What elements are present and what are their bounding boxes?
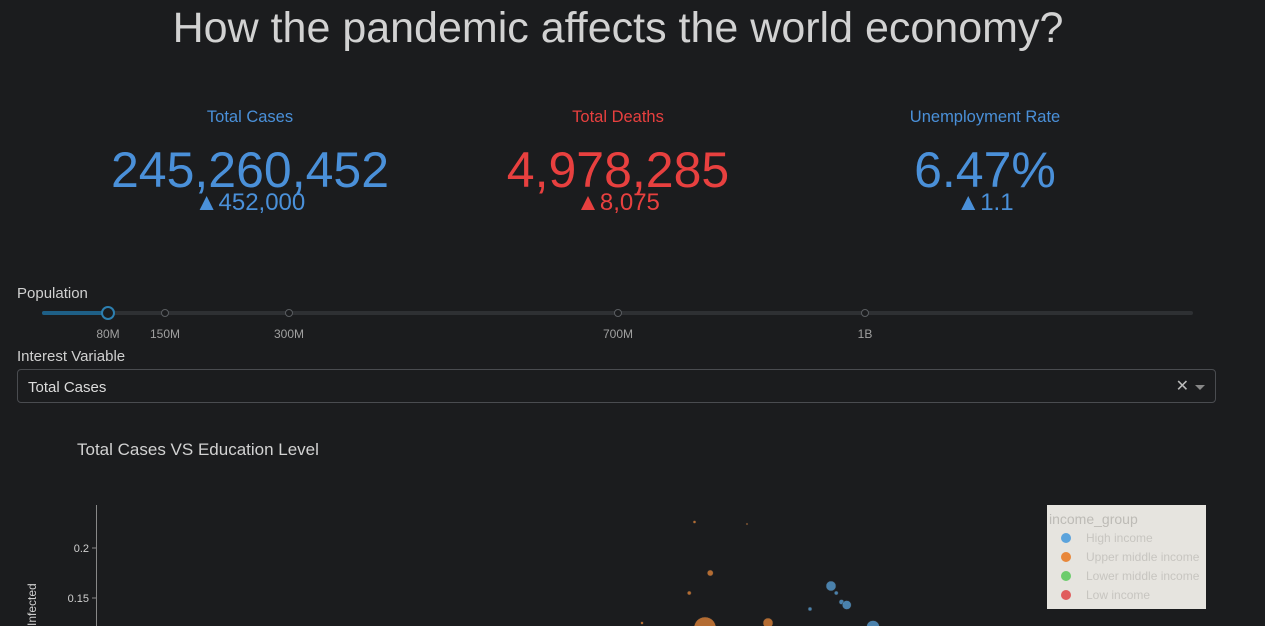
dropdown-selected-value: Total Cases <box>28 379 107 396</box>
population-label: Population <box>17 285 88 302</box>
legend-title: income_group <box>1049 511 1138 527</box>
scatter-point[interactable] <box>687 590 692 596</box>
scatter-point[interactable] <box>866 620 880 626</box>
legend-swatch <box>1061 571 1071 581</box>
scatter-point[interactable] <box>807 606 813 612</box>
scatter-point[interactable] <box>640 621 644 625</box>
up-arrow-icon: ▲ <box>956 189 981 216</box>
y-tick-label: 0.15 <box>68 593 89 605</box>
scatter-point[interactable] <box>838 599 845 605</box>
legend-item-upper-middle-income[interactable]: Upper middle income <box>1061 550 1199 564</box>
legend-item-high-income[interactable]: High income <box>1061 531 1153 545</box>
kpi-delta-value: 452,000 <box>218 189 306 216</box>
slider-mark-label[interactable]: 300M <box>273 327 305 341</box>
slider-mark-label[interactable]: 1B <box>857 327 873 341</box>
slider-mark-dot[interactable] <box>161 309 169 317</box>
legend-swatch <box>1061 590 1071 600</box>
scatter-point[interactable] <box>834 590 839 596</box>
legend-label: Low income <box>1086 588 1151 602</box>
scatter-point[interactable] <box>693 616 717 626</box>
kpi-label: Total Cases <box>206 108 294 126</box>
legend-item-low-income[interactable]: Low income <box>1061 588 1150 602</box>
chart-legend: income_group High income Upper middle in… <box>1047 505 1206 609</box>
slider-mark-label[interactable]: 700M <box>602 327 634 341</box>
scatter-point[interactable] <box>842 600 852 610</box>
page-title: How the pandemic affects the world econo… <box>172 4 1064 52</box>
legend-label: Upper middle income <box>1086 550 1200 564</box>
kpi-delta-value: 8,075 <box>599 189 660 216</box>
slider-mark-dot[interactable] <box>285 309 293 317</box>
legend-label: Lower middle income <box>1086 569 1200 583</box>
kpi-value: 4,978,285 <box>506 142 730 198</box>
kpi-label: Unemployment Rate <box>909 108 1061 126</box>
scatter-point[interactable] <box>707 569 714 577</box>
up-arrow-icon: ▲ <box>576 189 600 216</box>
kpi-delta-value: 1.1 <box>980 189 1014 216</box>
y-tick-label: 0.2 <box>74 543 89 555</box>
up-arrow-icon: ▲ <box>194 189 219 216</box>
kpi-total-cases: Total Cases 245,260,452 ▲452,000 <box>100 108 400 215</box>
legend-swatch <box>1061 552 1071 562</box>
slider-mark-label[interactable]: 150M <box>149 327 181 341</box>
legend-item-lower-middle-income[interactable]: Lower middle income <box>1061 569 1199 583</box>
chart-title: Total Cases VS Education Level <box>77 440 319 459</box>
kpi-label: Total Deaths <box>572 108 664 126</box>
kpi-unemployment-rate: Unemployment Rate 6.47% ▲1.1 <box>835 108 1135 215</box>
slider-mark-dot[interactable] <box>614 309 622 317</box>
kpi-delta: ▲452,000 <box>100 191 400 215</box>
scatter-point[interactable] <box>762 617 774 626</box>
slider-mark-label[interactable]: 80M <box>96 327 120 341</box>
legend-label: High income <box>1086 531 1153 545</box>
kpi-delta: ▲1.1 <box>835 191 1135 215</box>
close-icon[interactable]: ✕ <box>1175 378 1189 395</box>
scatter-point[interactable] <box>825 580 837 592</box>
slider-handle[interactable] <box>101 306 115 320</box>
scatter-point[interactable] <box>692 520 697 524</box>
kpi-delta: ▲8,075 <box>468 191 768 215</box>
kpi-value: 6.47% <box>914 142 1056 198</box>
legend-swatch <box>1061 533 1071 543</box>
y-axis-label: Infected <box>25 583 39 626</box>
population-slider[interactable]: 80M 150M 300M 700M 1B <box>42 303 1193 341</box>
scatter-point[interactable] <box>745 522 749 526</box>
chevron-down-icon[interactable] <box>1195 385 1205 390</box>
kpi-value: 245,260,452 <box>110 142 390 198</box>
interest-variable-label: Interest Variable <box>17 348 126 365</box>
slider-mark-dot[interactable] <box>861 309 869 317</box>
kpi-total-deaths: Total Deaths 4,978,285 ▲8,075 <box>468 108 768 215</box>
interest-variable-dropdown[interactable]: Total Cases ✕ <box>17 369 1216 403</box>
slider-track <box>42 311 108 315</box>
